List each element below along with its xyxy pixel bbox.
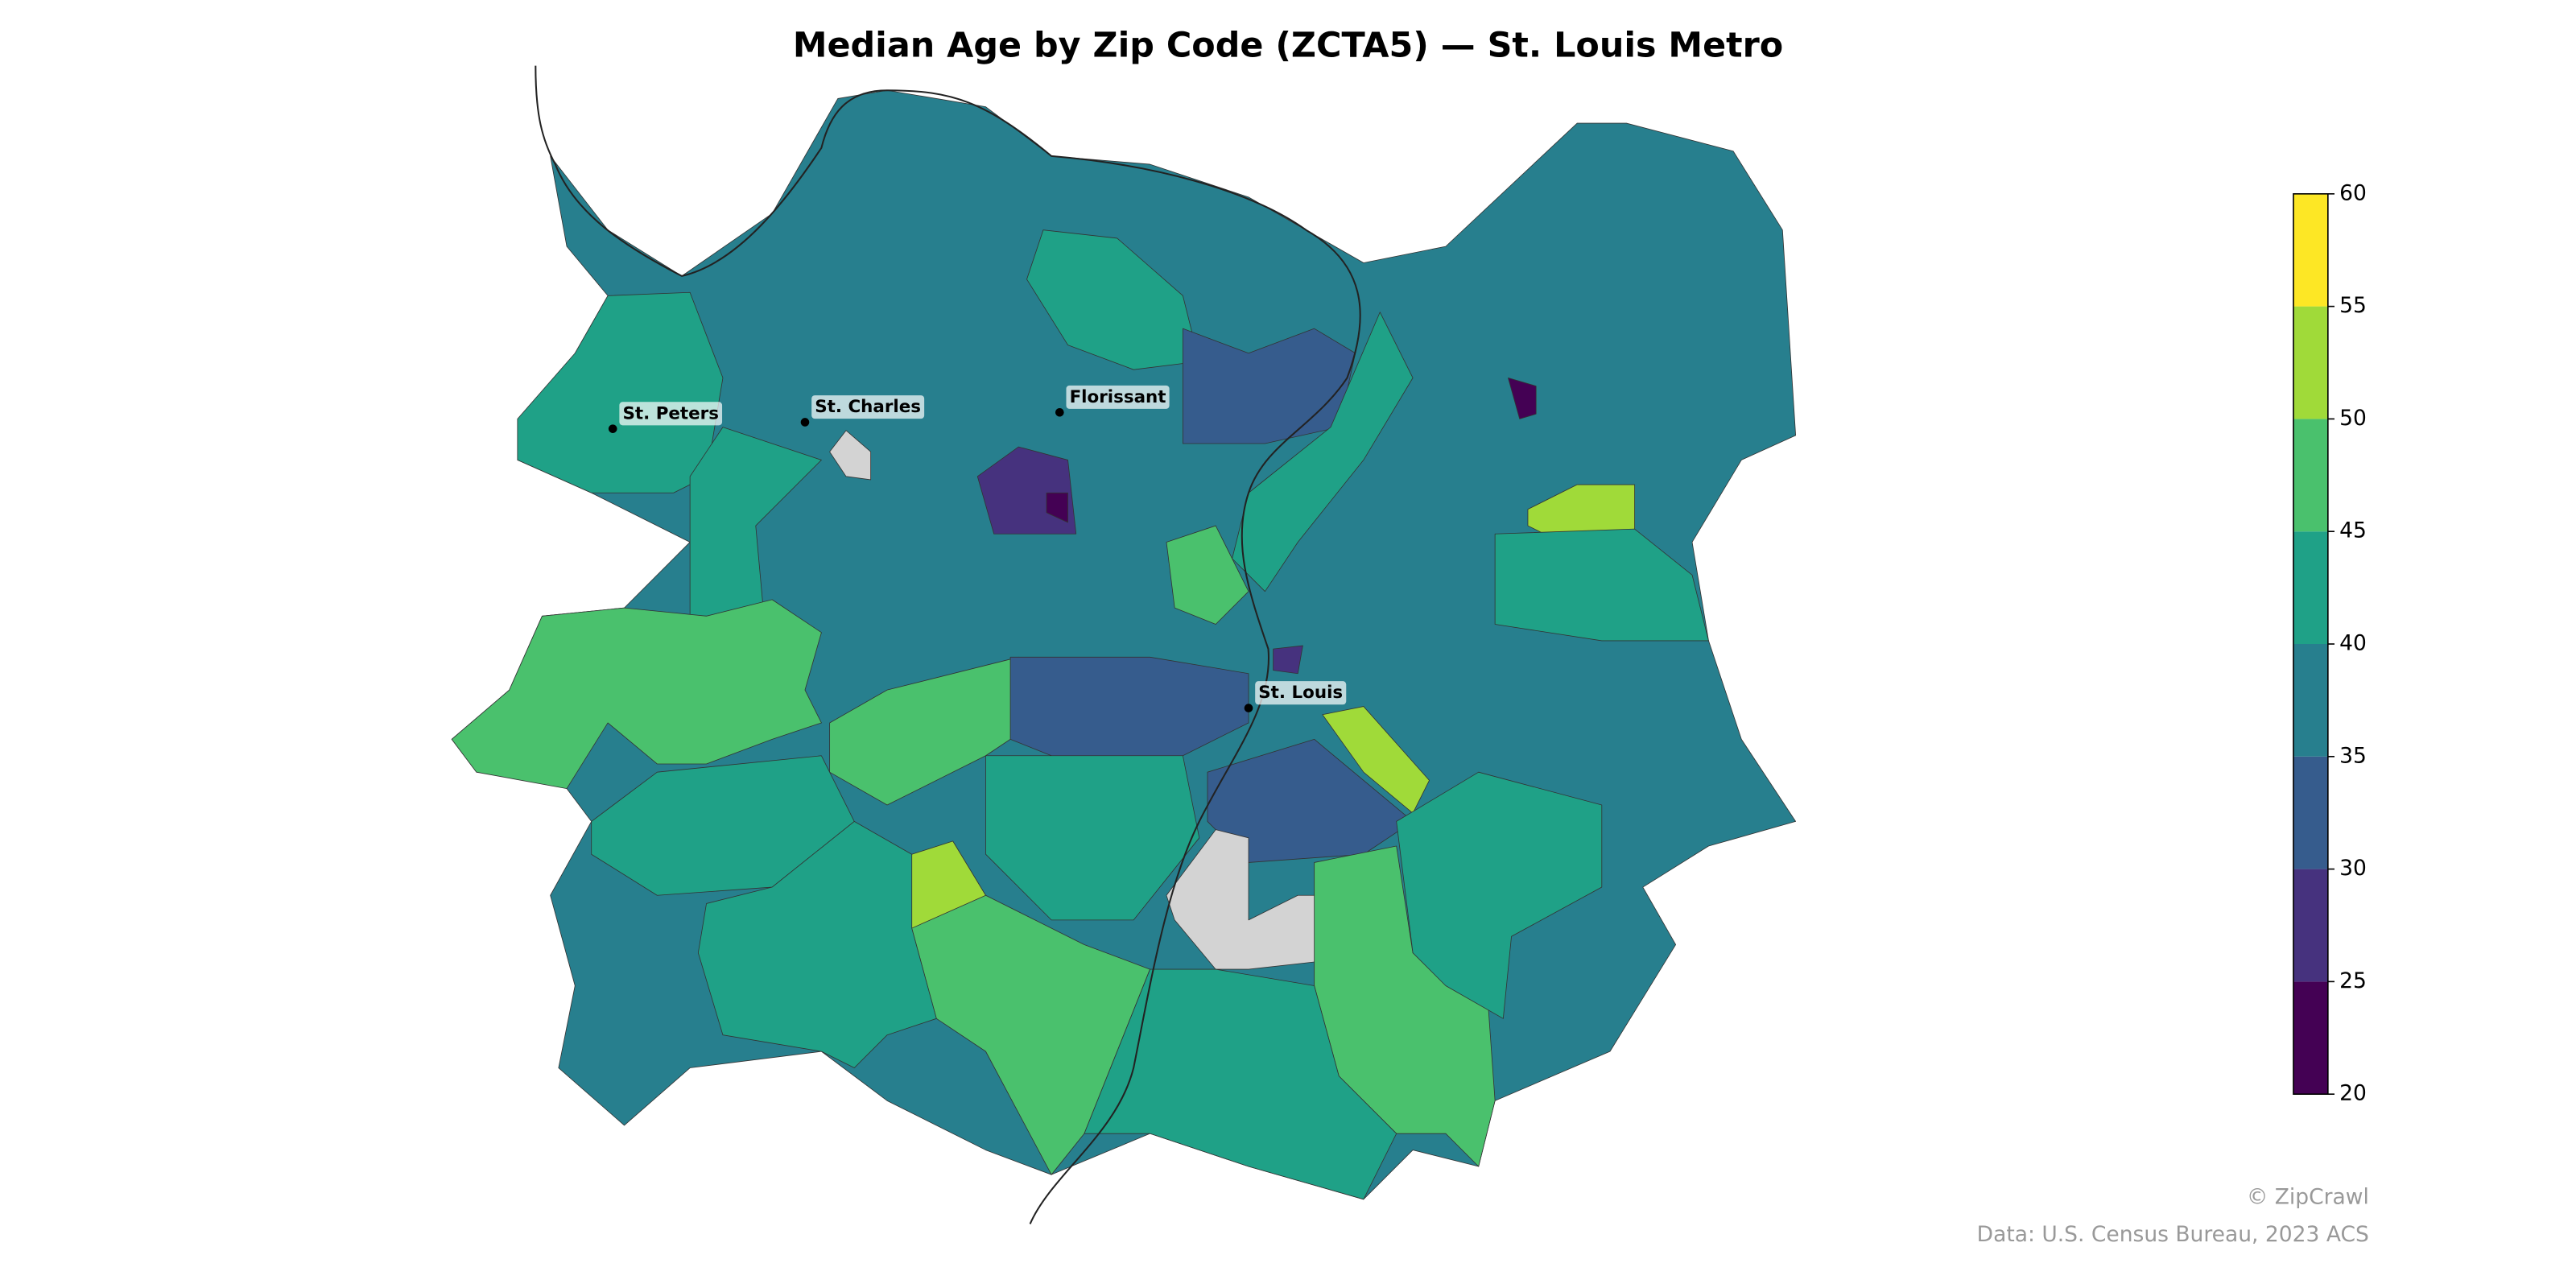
map-title: Median Age by Zip Code (ZCTA5) — St. Lou… — [793, 26, 1783, 66]
city-dot — [800, 418, 810, 427]
colorbar-bin — [2293, 193, 2328, 307]
zip-region — [1273, 645, 1303, 675]
credit: © ZipCrawl — [2247, 1184, 2369, 1209]
colorbar-tick-label: 30 — [2339, 856, 2367, 881]
zip-region — [1084, 968, 1397, 1200]
colorbar-bin — [2293, 981, 2328, 1095]
colorbar-bin — [2293, 419, 2328, 532]
colorbar-bin — [2293, 306, 2328, 419]
river — [535, 65, 1361, 1224]
city-label: St. Peters — [622, 403, 719, 423]
city-label-bg — [619, 402, 723, 426]
zip-region — [451, 599, 822, 789]
zip-region — [1396, 771, 1603, 1019]
city-label-bg — [1066, 385, 1170, 409]
cities: St. Peters St. Charles Florissant St. Louis — [608, 385, 1347, 712]
source: Data: U.S. Census Bureau, 2023 ACS — [1977, 1222, 2369, 1247]
colorbar-tick-label: 35 — [2339, 743, 2367, 768]
colorbar-tick-label: 50 — [2339, 406, 2367, 431]
zip-region — [1182, 328, 1356, 444]
city-label-bg — [811, 395, 925, 419]
colorbar-bin — [2293, 644, 2328, 757]
zip-region — [1494, 528, 1709, 642]
zip-region — [829, 430, 872, 481]
zip-region — [1046, 492, 1068, 523]
colorbar-bin — [2293, 756, 2328, 869]
zip-region — [1508, 377, 1537, 419]
regions — [451, 89, 1797, 1200]
colorbar-tick-label: 40 — [2339, 631, 2367, 656]
colorbar-tick-label: 25 — [2339, 968, 2367, 993]
zip-region — [1232, 312, 1414, 592]
zip-region — [697, 821, 937, 1068]
colorbar-bin — [2293, 869, 2328, 982]
zip-region — [1322, 706, 1430, 814]
zip-region — [517, 291, 724, 493]
city-label: Florissant — [1070, 387, 1166, 407]
colorbar-tick-label: 60 — [2339, 180, 2367, 205]
city-dot — [608, 424, 617, 433]
colorbar: 20 25 30 35 40 45 50 55 60 — [2293, 180, 2367, 1106]
zip-region — [1166, 525, 1249, 625]
city-label: St. Charles — [815, 397, 921, 417]
colorbar-tick-label: 45 — [2339, 518, 2367, 543]
zip-region — [1009, 656, 1249, 773]
city-label: St. Louis — [1258, 683, 1343, 703]
city-dot — [1244, 704, 1253, 712]
city-label-bg — [1255, 681, 1347, 705]
city-dot — [1055, 407, 1064, 417]
zip-region — [985, 755, 1200, 921]
colorbar-tick-label: 55 — [2339, 293, 2367, 318]
zip-region — [1026, 229, 1200, 370]
colorbar-bin — [2293, 531, 2328, 644]
colorbar-tick-label: 20 — [2339, 1081, 2367, 1106]
